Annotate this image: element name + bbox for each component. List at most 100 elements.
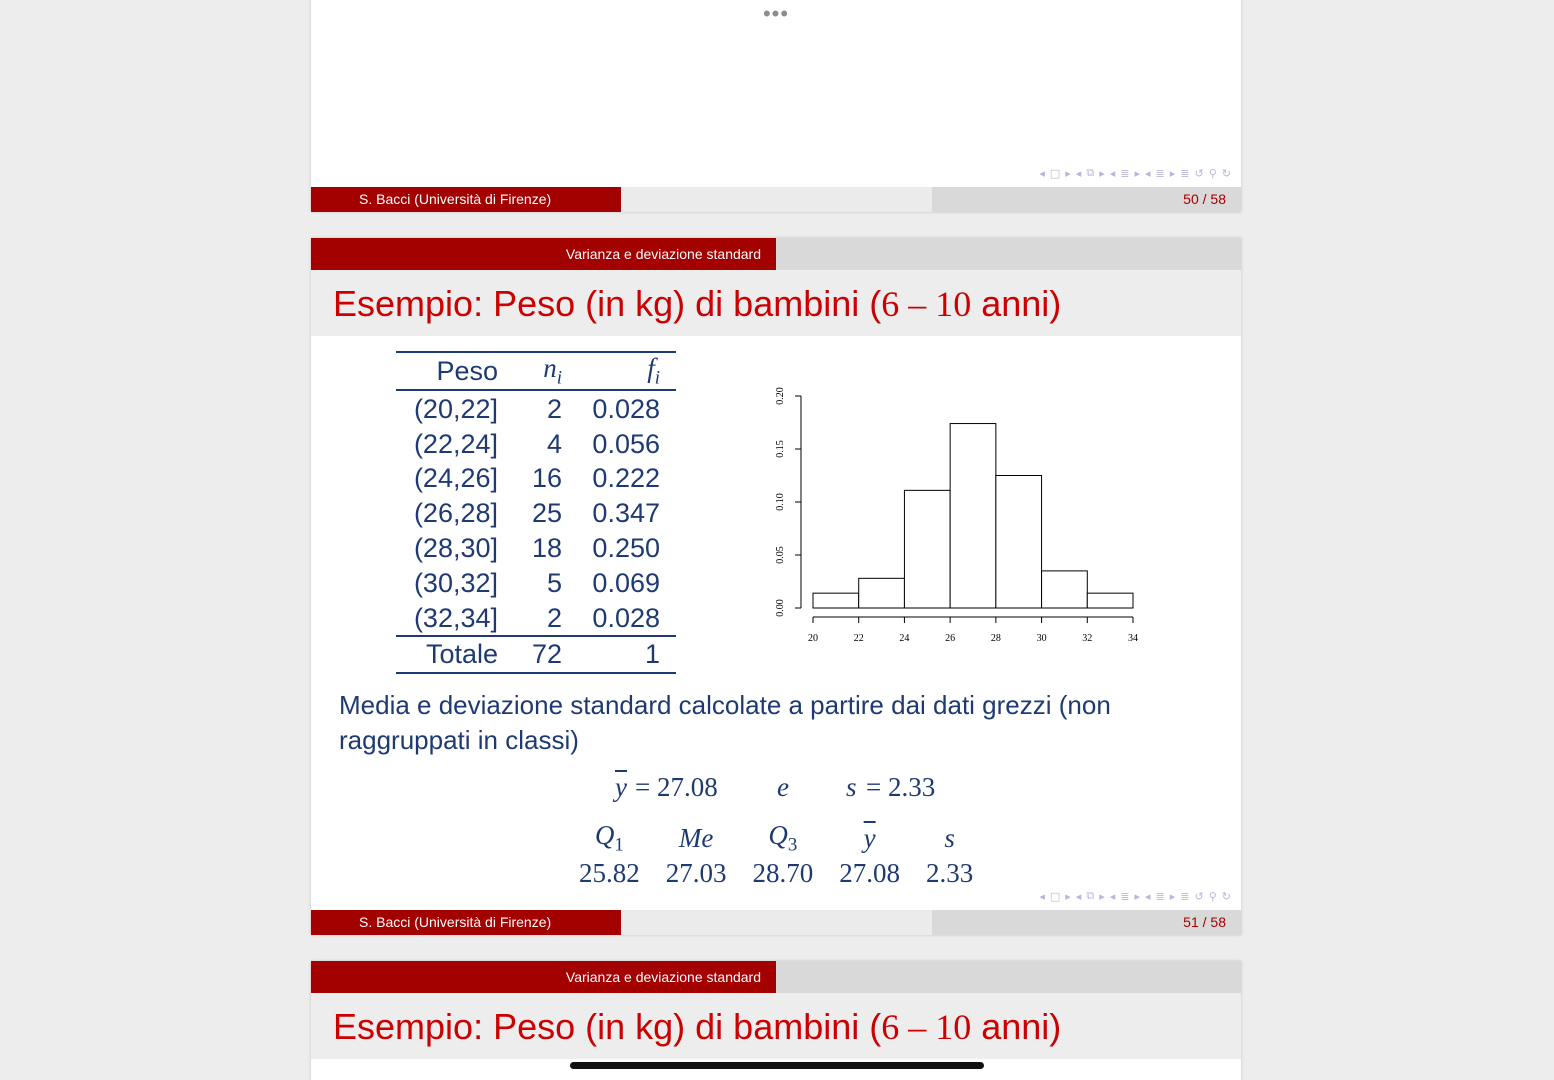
- footer-author: S. Bacci (Università di Firenze): [311, 187, 621, 212]
- title-end: anni): [971, 1006, 1062, 1047]
- beamer-navigation[interactable]: ◂ □ ▸ ◂ ⧉ ▸ ◂ ≣ ▸ ◂ ≣ ▸ ≣ ↺ ⚲ ↻: [1039, 888, 1231, 904]
- header-fi: fi: [647, 353, 660, 389]
- title-math: 6 – 10: [881, 284, 972, 324]
- more-options-icon[interactable]: •••: [762, 1, 790, 26]
- header-s: s: [944, 822, 955, 853]
- section-icon[interactable]: ≣: [1120, 166, 1130, 180]
- ybar-symbol: y: [615, 772, 627, 802]
- histogram-bar: [995, 475, 1043, 609]
- x-tick-label: 22: [854, 633, 864, 644]
- nav-right-icon[interactable]: ▸: [1065, 889, 1071, 903]
- nav-left-icon[interactable]: ◂: [1039, 166, 1045, 180]
- subsection-icon[interactable]: ⧉: [1086, 166, 1095, 179]
- title-math: 6 – 10: [881, 1007, 972, 1047]
- frame-icon[interactable]: □: [1049, 166, 1061, 180]
- page-number: 50 / 58: [932, 187, 1241, 212]
- slide-headline: Varianza e deviazione standard: [311, 238, 1241, 270]
- document-icon[interactable]: ≣: [1155, 889, 1165, 903]
- histogram-bar: [1086, 592, 1134, 609]
- y-tick-label: 0.15: [775, 440, 786, 458]
- frame-icon[interactable]: □: [1049, 889, 1061, 903]
- search-icon[interactable]: ⚲: [1208, 166, 1217, 180]
- x-tick-label: 26: [945, 633, 955, 644]
- x-tick-label: 34: [1128, 633, 1138, 644]
- section-icon[interactable]: ≣: [1120, 889, 1130, 903]
- nav-left-icon[interactable]: ◂: [1109, 166, 1116, 180]
- footer-middle: [621, 910, 932, 935]
- table-row: (22,24] 4 0.056: [413, 428, 660, 459]
- footer-author: S. Bacci (Università di Firenze): [311, 910, 621, 935]
- slide-51: Varianza e deviazione standard Esempio: …: [311, 238, 1241, 935]
- document-icon[interactable]: ≣: [1155, 166, 1165, 180]
- s-value: = 2.33: [866, 772, 936, 802]
- nav-right-icon[interactable]: ▸: [1169, 166, 1176, 180]
- conjunction-e: e: [777, 772, 789, 802]
- table-row: (28,30] 18 0.250: [413, 532, 660, 563]
- forward-icon[interactable]: ↻: [1221, 889, 1231, 903]
- slide-headline: Varianza e deviazione standard: [311, 961, 1241, 993]
- table-row: (30,32] 5 0.069: [413, 567, 660, 598]
- footer-middle: [621, 187, 932, 212]
- description-text: Media e deviazione standard calcolate a …: [339, 690, 1111, 755]
- nav-left-icon[interactable]: ◂: [1075, 166, 1082, 180]
- histogram-bar: [949, 423, 997, 609]
- nav-right-icon[interactable]: ▸: [1099, 166, 1105, 180]
- nav-right-icon[interactable]: ▸: [1134, 166, 1140, 180]
- toc-icon[interactable]: ≣: [1180, 889, 1190, 903]
- stats-header-row: Q1 Me Q3 y s: [566, 820, 986, 856]
- y-tick-label: 0.00: [775, 599, 786, 617]
- home-indicator[interactable]: [570, 1062, 984, 1069]
- section-title: Varianza e deviazione standard: [311, 238, 776, 270]
- x-tick-label: 24: [899, 633, 909, 644]
- nav-left-icon[interactable]: ◂: [1145, 166, 1151, 180]
- title-text: Esempio: Peso (in kg) di bambini (: [333, 1006, 882, 1047]
- table-header-row: Peso ni fi: [396, 352, 676, 391]
- nav-left-icon[interactable]: ◂: [1039, 889, 1045, 903]
- section-title: Varianza e deviazione standard: [311, 961, 776, 993]
- header-ni: ni: [543, 353, 562, 389]
- beamer-navigation[interactable]: ◂ □ ▸ ◂ ⧉ ▸ ◂ ≣ ▸ ◂ ≣ ▸ ≣ ↺ ⚲ ↻: [1039, 165, 1231, 181]
- y-tick-label: 0.05: [775, 546, 786, 564]
- frame-title: Esempio: Peso (in kg) di bambini (6 – 10…: [311, 993, 1241, 1059]
- histogram-bar: [858, 577, 905, 609]
- nav-right-icon[interactable]: ▸: [1134, 889, 1140, 903]
- table-row: (26,28] 25 0.347: [413, 498, 660, 529]
- value-ybar: 27.08: [839, 857, 900, 888]
- y-tick-label: 0.10: [775, 493, 786, 511]
- nav-left-icon[interactable]: ◂: [1145, 889, 1151, 903]
- nav-right-icon[interactable]: ▸: [1065, 166, 1071, 180]
- header-q1: Q1: [594, 820, 624, 856]
- forward-icon[interactable]: ↻: [1221, 166, 1231, 180]
- value-q3: 28.70: [752, 857, 814, 888]
- x-tick-label: 20: [808, 633, 818, 644]
- toc-icon[interactable]: ≣: [1180, 166, 1190, 180]
- nav-right-icon[interactable]: ▸: [1099, 889, 1105, 903]
- table-row: (20,22] 2 0.028: [413, 393, 660, 424]
- title-end: anni): [971, 283, 1062, 324]
- header-peso: Peso: [436, 355, 498, 386]
- value-s: 2.33: [926, 857, 974, 888]
- value-q1: 25.82: [579, 857, 640, 888]
- headline-right: [776, 961, 1241, 993]
- slide-footer: S. Bacci (Università di Firenze) 51 / 58: [311, 910, 1241, 935]
- summary-stats-table: Q1 Me Q3 y s 25.82 27.03 28.70 27.08 2.3…: [566, 820, 986, 890]
- histogram-bar: [1041, 570, 1088, 609]
- back-icon[interactable]: ↺: [1194, 889, 1204, 903]
- back-icon[interactable]: ↺: [1194, 166, 1204, 180]
- s-symbol: s: [846, 772, 857, 802]
- page-number: 51 / 58: [932, 910, 1241, 935]
- search-icon[interactable]: ⚲: [1208, 889, 1217, 903]
- nav-left-icon[interactable]: ◂: [1075, 889, 1082, 903]
- histogram-bar: [812, 592, 860, 609]
- frequency-table: Peso ni fi (20,22] 2 0.028 (22,24] 4 0.056 (…: [396, 351, 676, 674]
- x-tick-label: 32: [1082, 633, 1092, 644]
- stats-value-row: 25.82 27.03 28.70 27.08 2.33: [566, 856, 986, 890]
- slide-52: Varianza e deviazione standard Esempio: …: [311, 961, 1241, 1080]
- value-me: 27.03: [665, 857, 727, 888]
- subsection-icon[interactable]: ⧉: [1086, 889, 1095, 902]
- nav-right-icon[interactable]: ▸: [1169, 889, 1176, 903]
- headline-right: [776, 238, 1241, 270]
- nav-left-icon[interactable]: ◂: [1109, 889, 1116, 903]
- x-tick-label: 30: [1037, 633, 1047, 644]
- slide-footer: S. Bacci (Università di Firenze) 50 / 58: [311, 187, 1241, 212]
